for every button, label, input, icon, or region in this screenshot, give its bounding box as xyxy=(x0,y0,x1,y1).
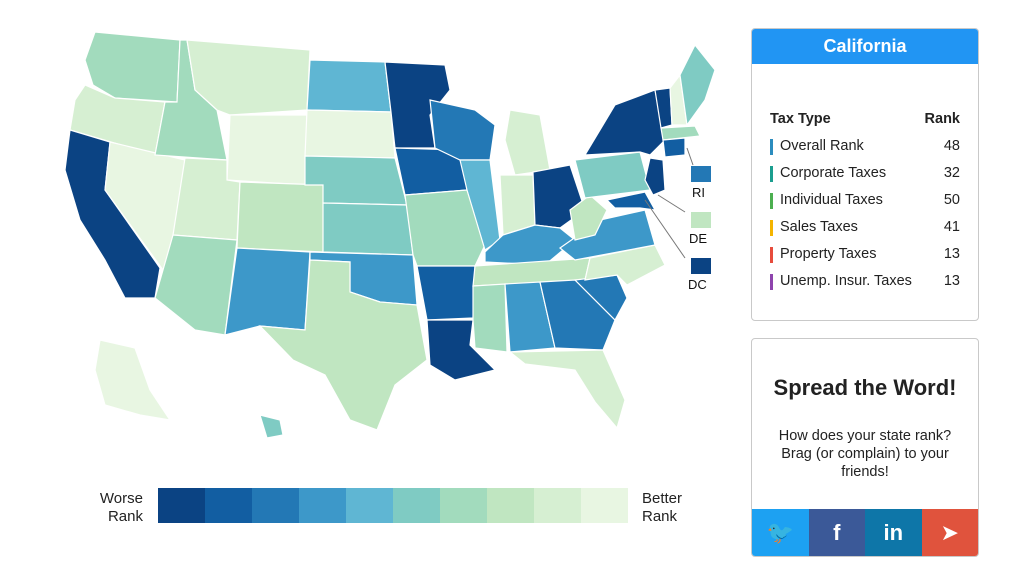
state-AK[interactable] xyxy=(94,339,172,421)
legend-swatch-6 xyxy=(440,488,487,523)
tax-row[interactable]: Corporate Taxes 32 xyxy=(770,160,960,187)
tax-color-marker xyxy=(770,273,773,290)
tax-color-marker xyxy=(770,219,773,236)
state-CT[interactable] xyxy=(662,137,686,158)
legend-worse-line1: Worse xyxy=(99,490,143,507)
state-SD[interactable] xyxy=(304,109,396,159)
tax-color-marker xyxy=(770,192,773,209)
telegram-share-button[interactable]: ➤ xyxy=(921,509,978,556)
tax-rank-value: 50 xyxy=(943,192,960,208)
legend-color-scale xyxy=(158,488,628,523)
state-MS[interactable] xyxy=(472,283,508,353)
legend-worse-line2: Rank xyxy=(107,508,143,525)
col-rank: Rank xyxy=(924,111,960,127)
legend-swatch-8 xyxy=(534,488,581,523)
tax-color-marker xyxy=(770,138,773,155)
tax-type-text: Overall Rank xyxy=(780,138,864,154)
state-ND[interactable] xyxy=(306,59,392,113)
state-HI[interactable] xyxy=(259,414,284,439)
tax-rank-value: 13 xyxy=(943,246,960,262)
map-svg: RI DE DC xyxy=(64,31,716,439)
box-DC[interactable] xyxy=(691,258,711,274)
states-layer xyxy=(64,31,716,439)
facebook-share-button[interactable]: f xyxy=(808,509,865,556)
tax-type-label: Unemp. Insur. Taxes xyxy=(770,268,912,295)
box-RI[interactable] xyxy=(691,166,711,182)
state-MN[interactable] xyxy=(384,61,451,149)
share-title: Spread the Word! xyxy=(773,375,957,400)
state-NC[interactable] xyxy=(584,244,666,286)
tax-rank-value: 13 xyxy=(943,273,960,289)
box-DE[interactable] xyxy=(691,212,711,228)
state-MA[interactable] xyxy=(660,125,701,141)
tax-row[interactable]: Unemp. Insur. Taxes 13 xyxy=(770,268,960,295)
tax-rank-table: Tax Type Rank Overall Rank 48 Corporate Ta… xyxy=(770,106,960,295)
tax-row[interactable]: Sales Taxes 41 xyxy=(770,214,960,241)
state-title: California xyxy=(752,29,978,64)
label-DE: DE xyxy=(689,231,707,246)
state-IN[interactable] xyxy=(499,174,536,236)
state-TX[interactable] xyxy=(258,259,428,431)
tax-row[interactable]: Individual Taxes 50 xyxy=(770,187,960,214)
tax-color-marker xyxy=(770,246,773,263)
share-text: How does your state rank? Brag (or compl… xyxy=(778,428,952,480)
state-AR[interactable] xyxy=(416,265,476,321)
state-PA[interactable] xyxy=(574,151,651,199)
tax-type-label: Property Taxes xyxy=(770,241,876,268)
state-WY[interactable] xyxy=(226,114,308,186)
col-tax-type: Tax Type xyxy=(770,111,831,127)
legend-better-line1: Better xyxy=(642,490,683,507)
linkedin-share-button[interactable]: in xyxy=(865,509,922,556)
tax-type-label: Corporate Taxes xyxy=(770,160,886,187)
legend-swatch-2 xyxy=(252,488,299,523)
tax-color-marker xyxy=(770,165,773,182)
label-DC: DC xyxy=(688,277,707,292)
legend-swatch-3 xyxy=(299,488,346,523)
tax-type-label: Overall Rank xyxy=(770,133,864,160)
state-MD[interactable] xyxy=(605,191,657,211)
state-NM[interactable] xyxy=(224,247,311,336)
state-KY[interactable] xyxy=(484,224,576,266)
tax-type-text: Unemp. Insur. Taxes xyxy=(780,273,912,289)
tax-type-text: Sales Taxes xyxy=(780,219,858,235)
legend-swatch-0 xyxy=(158,488,205,523)
legend-better-line2: Rank xyxy=(642,508,678,525)
state-KS[interactable] xyxy=(322,202,414,256)
legend-worse-label: Worse Rank xyxy=(95,490,143,526)
share-buttons: 🐦 f in ➤ xyxy=(752,509,978,556)
tax-type-text: Property Taxes xyxy=(780,246,877,262)
tax-rank-value: 48 xyxy=(943,138,960,154)
state-NJ[interactable] xyxy=(644,157,666,196)
tax-rank-value: 41 xyxy=(943,219,960,235)
tax-row[interactable]: Overall Rank 48 xyxy=(770,133,960,160)
tax-type-label: Sales Taxes xyxy=(770,214,858,241)
tax-row[interactable]: Property Taxes 13 xyxy=(770,241,960,268)
share-card: Spread the Word! How does your state ran… xyxy=(751,338,979,557)
legend-better-label: Better Rank xyxy=(642,490,682,526)
tax-type-label: Individual Taxes xyxy=(770,187,883,214)
state-GA[interactable] xyxy=(539,279,616,351)
state-detail-card: California Tax Type Rank Overall Rank 48 C… xyxy=(751,28,979,321)
state-ME[interactable] xyxy=(679,43,716,127)
label-RI: RI xyxy=(692,185,705,200)
state-MI[interactable] xyxy=(504,109,551,176)
tax-rank-value: 32 xyxy=(943,165,960,181)
tax-table-header: Tax Type Rank xyxy=(770,106,960,133)
legend-swatch-9 xyxy=(581,488,628,523)
state-CO[interactable] xyxy=(236,181,326,253)
small-state-callouts: RI DE DC xyxy=(644,147,711,292)
us-choropleth-map: RI DE DC xyxy=(55,30,716,450)
twitter-share-button[interactable]: 🐦 xyxy=(752,509,809,556)
state-NY[interactable] xyxy=(583,89,666,156)
state-FL[interactable] xyxy=(508,349,626,430)
legend-swatch-1 xyxy=(205,488,252,523)
legend-swatch-7 xyxy=(487,488,534,523)
tax-type-text: Individual Taxes xyxy=(780,192,883,208)
legend-swatch-4 xyxy=(346,488,393,523)
tax-type-text: Corporate Taxes xyxy=(780,165,887,181)
legend-swatch-5 xyxy=(393,488,440,523)
